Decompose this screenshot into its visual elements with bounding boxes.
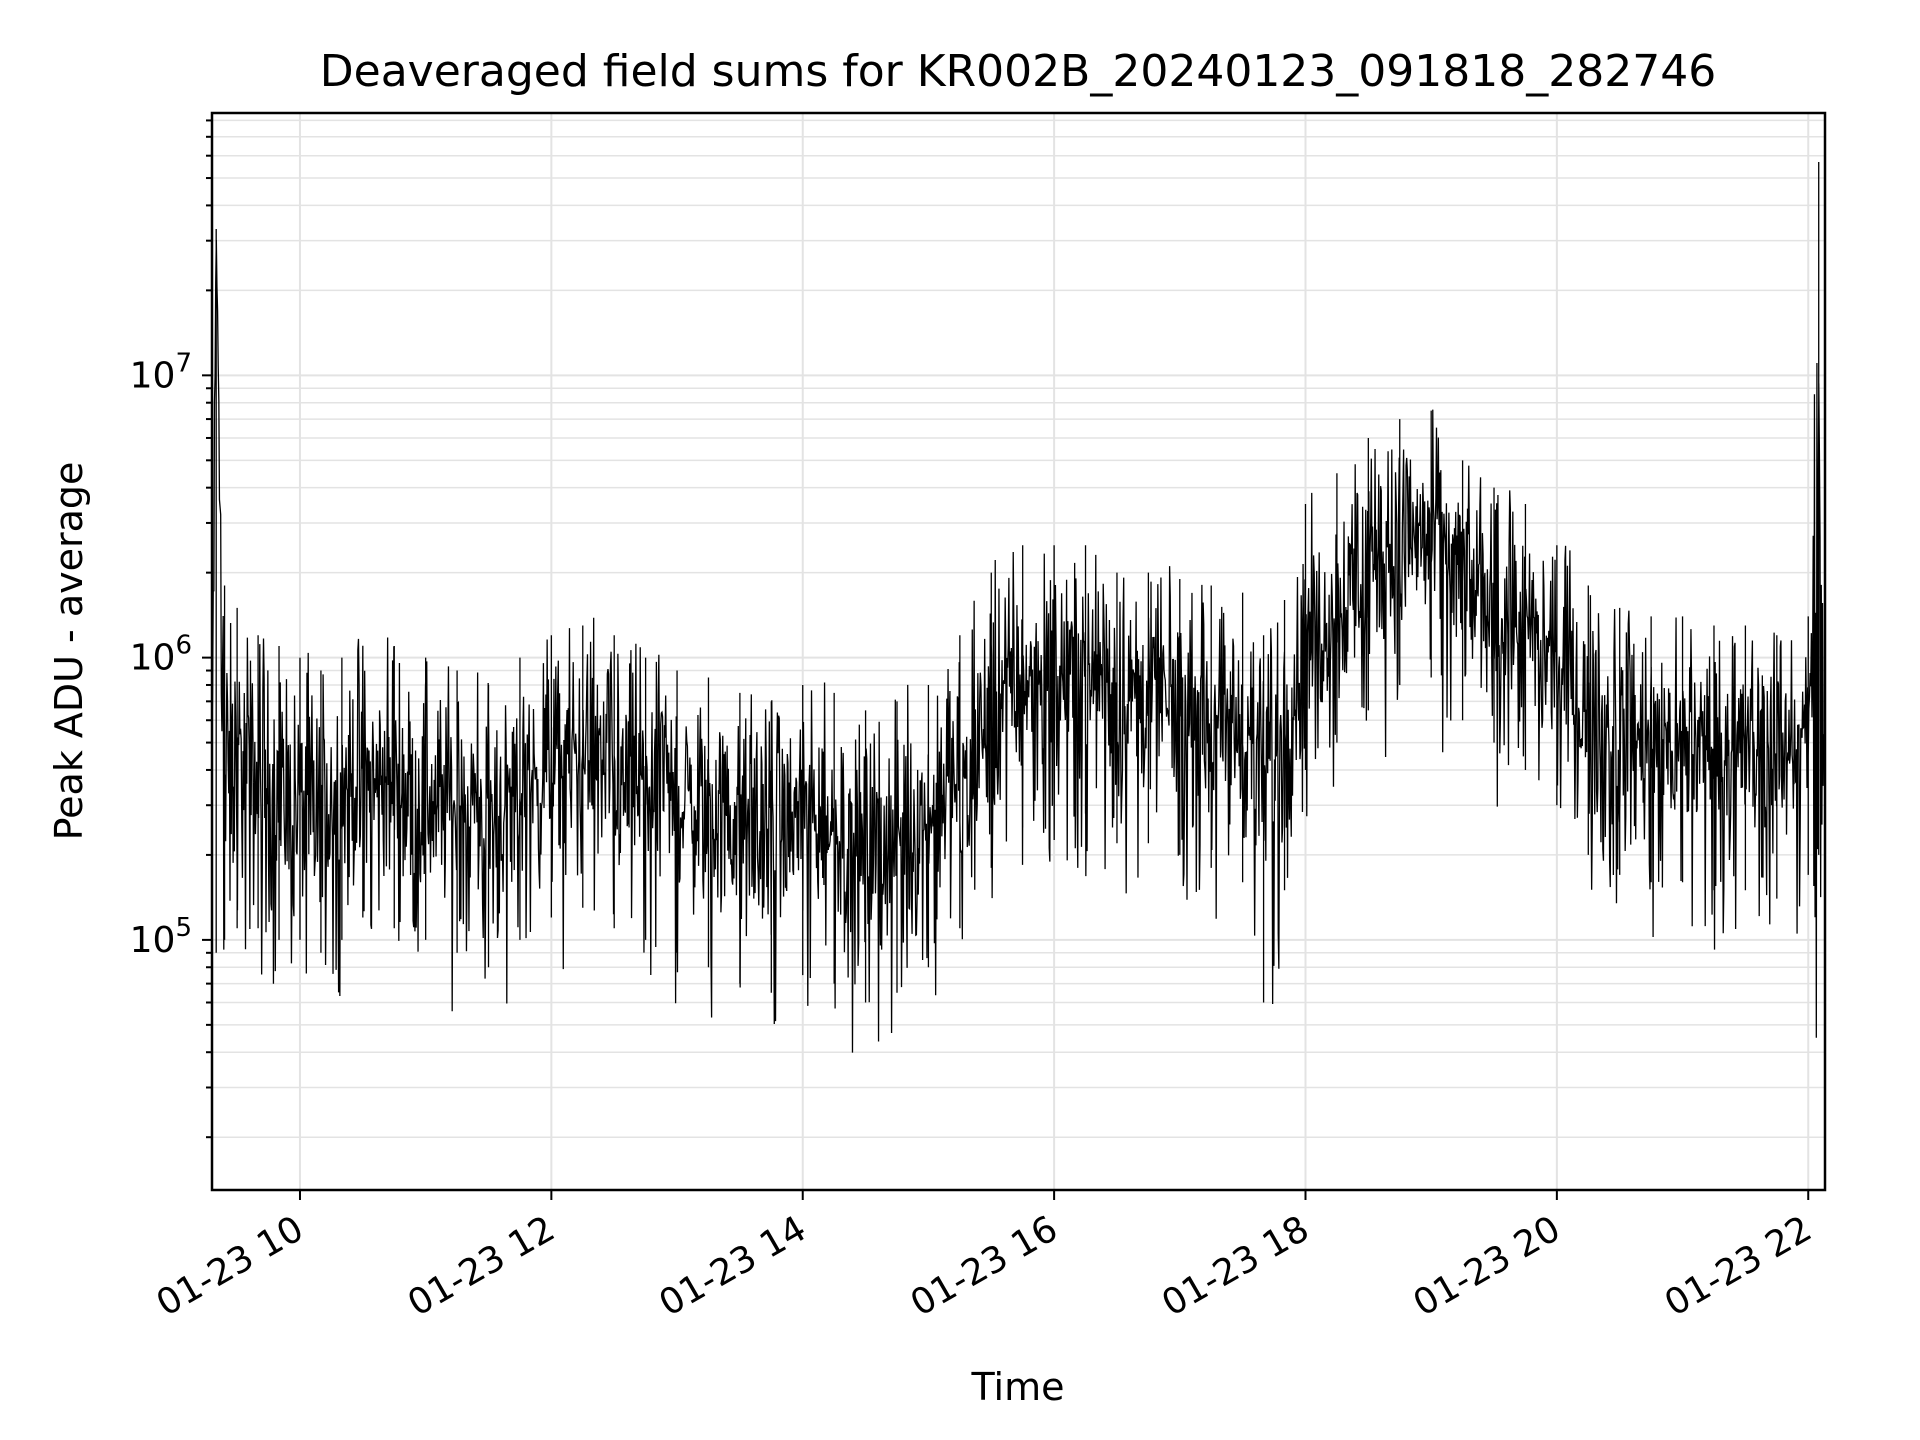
y-tick-label: 105 <box>130 913 192 961</box>
y-axis: 105 106 107 <box>130 119 212 1139</box>
plot-frame <box>210 111 1827 1192</box>
x-axis-label: Time <box>971 1365 1065 1409</box>
y-axis-label: Peak ADU - average <box>47 462 91 841</box>
chart-title: Deaveraged field sums for KR002B_2024012… <box>320 46 1716 97</box>
grid <box>212 113 1825 1190</box>
y-tick-label: 106 <box>130 631 192 679</box>
series-group <box>211 161 1826 1053</box>
y-tick-label: 107 <box>130 348 192 396</box>
series-line <box>211 161 1826 1053</box>
